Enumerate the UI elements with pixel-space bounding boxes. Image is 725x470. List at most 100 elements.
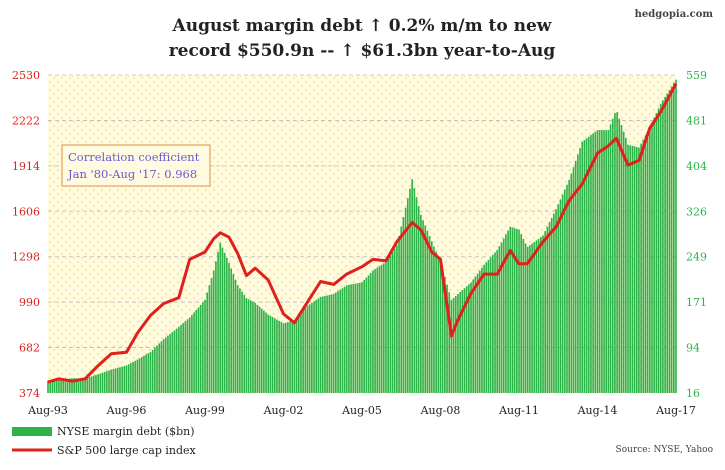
margin-debt-bar [354,283,357,393]
margin-debt-bar [278,320,280,393]
left-axis-tick-label: 374 [19,387,40,400]
margin-debt-bar [252,301,254,393]
margin-debt-bar [321,296,324,393]
x-axis-tick-label: Aug-02 [263,404,304,417]
margin-debt-bar [265,312,267,393]
margin-debt-bar [143,355,145,393]
margin-debt-bar [101,372,104,393]
margin-debt-bar [474,276,477,393]
margin-debt-bar [217,251,219,393]
margin-debt-bar [607,130,610,394]
x-axis-tick-label: Aug-05 [341,404,382,417]
margin-debt-bar [121,366,123,393]
margin-debt-bar [616,112,618,393]
margin-debt-bar [585,138,588,393]
margin-debt-bar [378,266,381,393]
right-axis-tick-label: 16 [686,387,700,400]
margin-debt-bar [489,257,492,393]
x-axis-tick-label: Aug-93 [27,404,68,417]
margin-debt-bar [542,235,544,393]
margin-debt-bar [184,321,187,393]
right-axis-tick-label: 559 [686,69,707,82]
margin-debt-bar [450,299,453,393]
margin-debt-bar [123,366,126,393]
margin-debt-bar [659,103,662,394]
margin-debt-bar [402,217,405,393]
margin-debt-bar [140,357,143,393]
sp500-line [47,83,678,384]
left-axis-tick-label: 682 [19,342,40,355]
margin-debt-bar [99,373,102,393]
margin-debt-bar [546,226,549,393]
margin-debt-bar [293,320,296,393]
margin-debt-bar [441,269,444,393]
margin-debt-bar [119,367,121,393]
margin-debt-bar [127,364,130,393]
margin-debt-bar [356,283,359,393]
margin-debt-bar [363,279,365,393]
margin-debt-bar [522,238,525,393]
right-axis-ticks: 16 94 171 249 326 404 481 559 [686,69,707,400]
margin-debt-bar [358,282,361,393]
margin-debt-bar [389,255,392,393]
margin-debt-bar [411,179,413,393]
margin-debt-bar [241,291,243,393]
margin-debt-bar [116,367,119,393]
margin-debt-bar [230,268,232,393]
margin-debt-bar [452,297,455,393]
margin-debt-bar [191,314,193,393]
margin-debt-bar [587,136,590,393]
margin-debt-bar [182,323,185,393]
margin-debt-bar [247,299,250,393]
margin-debt-bar [468,284,470,393]
margin-debt-bar [409,188,411,393]
margin-debt-bar [563,189,566,393]
legend-label-bars: NYSE margin debt ($bn) [57,425,195,438]
margin-debt-bar [561,194,564,393]
margin-debt-bar [454,295,457,393]
margin-debt-bar [112,368,115,393]
margin-debt-bar [106,371,108,393]
margin-debt-bar [507,230,509,393]
annotation-line-1: Correlation coefficient [68,150,200,164]
margin-debt-bar [55,379,58,393]
margin-debt-bar [635,147,638,393]
margin-debt-bar [68,378,71,393]
margin-debt-bar [625,138,627,393]
margin-debt-bar [295,317,298,393]
margin-debt-bar [311,302,313,393]
legend-swatch-bars [12,427,52,436]
margin-debt-bar [596,130,599,394]
margin-debt-bar [188,317,191,393]
margin-debt-bar [601,130,603,394]
margin-debt-bar [657,108,660,394]
margin-debt-bar [267,314,270,393]
margin-debt-bar [566,184,568,393]
margin-debt-bar [151,349,154,393]
margin-debt-bar [428,236,431,393]
margin-debt-bar [668,89,671,393]
margin-debt-bar [300,313,302,393]
margin-debt-bar [664,96,666,393]
margin-debt-bar [88,377,91,393]
margin-debt-bar [478,270,481,393]
margin-debt-bar [496,250,499,393]
legend: NYSE margin debt ($bn) S&P 500 large cap… [12,425,197,457]
margin-debt-bar [79,378,82,393]
margin-debt-bar [380,264,383,393]
margin-debt-bar [164,337,167,393]
margin-debt-bar [243,294,246,393]
margin-debt-bar [306,305,309,393]
margin-debt-bar [446,284,448,393]
margin-debt-bar [498,246,501,393]
margin-debt-bar [282,323,285,393]
margin-debt-bar [509,226,512,393]
margin-debt-bar [529,245,531,393]
right-axis-tick-label: 249 [686,251,707,264]
margin-debt-bar [110,369,113,393]
margin-debt-bar [577,154,579,393]
margin-debt-bar [60,379,62,393]
margin-debt-bar [337,291,339,393]
margin-debt-bar [662,100,664,393]
